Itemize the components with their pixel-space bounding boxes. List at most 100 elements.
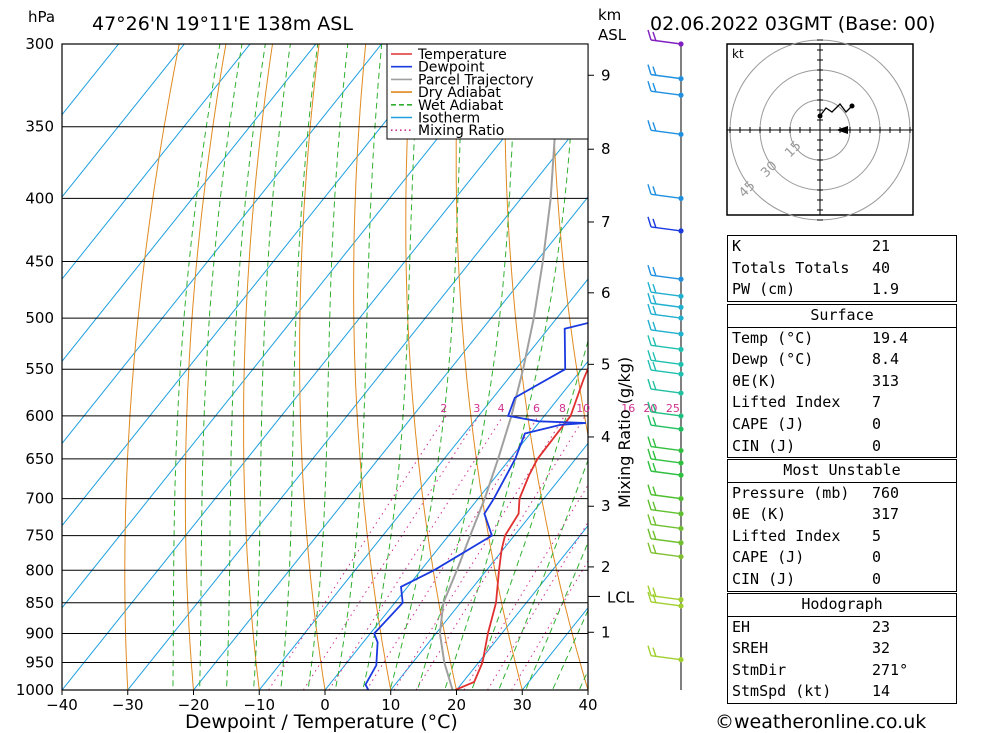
stats-value: 0 xyxy=(872,436,882,455)
wind-barb-flag xyxy=(652,380,657,391)
legend-entry-label: Dry Adiabat xyxy=(418,85,501,101)
height-tick-label: 2 xyxy=(601,558,611,576)
hodograph-trace xyxy=(819,103,853,117)
isotherm-line xyxy=(62,44,186,198)
wet-adiabat-line xyxy=(280,44,319,690)
wind-level-dot xyxy=(678,331,684,337)
height-tick-label: 5 xyxy=(601,355,611,373)
copyright-footer: ©weatheronline.co.uk xyxy=(715,711,927,733)
stats-surface-table: Surface Temp (°C) 19.4 Dewp (°C) 8.4 θE(K) 31… xyxy=(727,304,957,459)
isotherm-line xyxy=(258,278,588,690)
stats-value: 7 xyxy=(872,393,882,412)
surface-title: Surface xyxy=(810,306,874,324)
wind-barb-flag xyxy=(647,64,652,75)
mixing-ratio-label: 8 xyxy=(559,402,566,415)
legend-box xyxy=(386,43,589,140)
stats-label: StmDir xyxy=(732,660,787,679)
wind-barb-flag xyxy=(647,264,652,276)
stats-value: 8.4 xyxy=(872,350,900,369)
stats-label: Lifted Index xyxy=(732,393,841,412)
wind-level-dot xyxy=(678,554,684,560)
wind-barb-flag xyxy=(652,122,657,132)
wind-level-dot xyxy=(678,371,684,377)
legend-entry-label: Wet Adiabat xyxy=(418,98,504,114)
asl-unit: ASL xyxy=(598,26,627,44)
pressure-tick-label: 450 xyxy=(25,253,54,271)
stats-row: CAPE (J) 0 xyxy=(728,414,956,436)
mixing-ratio-labels: 2346810162025 xyxy=(440,402,679,415)
stats-row: EH 23 xyxy=(728,615,956,639)
wind-barb-flag xyxy=(652,295,657,305)
legend-entry-label: Temperature xyxy=(417,47,507,63)
hodograph-title: Hodograph xyxy=(801,595,883,613)
wind-barb-flag xyxy=(652,186,657,196)
wind-barb-flag xyxy=(647,436,652,447)
stats-hodograph-table: Hodograph EH 23 SREH 32 StmDir 271° StmSpd (kt… xyxy=(727,593,957,704)
series-line-dewpoint xyxy=(364,322,588,690)
wind-barb-flag xyxy=(652,283,657,294)
wind-profile xyxy=(647,29,684,690)
wind-level-dot xyxy=(678,657,684,663)
height-tick-label: 9 xyxy=(601,66,611,84)
wind-barb-flag xyxy=(647,591,652,603)
stats-label: StmSpd (kt) xyxy=(732,682,832,701)
wind-barb-flag xyxy=(652,501,657,511)
wind-barb-flag xyxy=(652,321,657,332)
stats-row: θE (K) 317 xyxy=(728,504,956,526)
plot-frame xyxy=(61,43,589,691)
wind-barb-flag xyxy=(647,281,652,293)
legend-entry-label: Parcel Trajectory xyxy=(418,72,534,88)
x-tick-label: 10 xyxy=(381,696,400,714)
wind-barb-flag xyxy=(647,293,652,304)
stats-label: PW (cm) xyxy=(732,280,796,299)
height-tick-label: 1 xyxy=(601,623,611,641)
dry-adiabat-line xyxy=(551,44,588,438)
stats-row: Lifted Index 7 xyxy=(728,392,956,414)
pressure-tick-label: 950 xyxy=(25,653,54,671)
stats-label: EH xyxy=(732,617,751,636)
isotherm-line xyxy=(455,524,588,690)
wind-barb-flag xyxy=(652,266,657,277)
stats-value: 5 xyxy=(872,526,882,545)
wind-barb-flag xyxy=(647,303,652,315)
wind-barb-flag xyxy=(652,486,657,496)
wind-level-dot xyxy=(678,315,684,321)
wind-barb-flag xyxy=(652,82,657,93)
wind-barb-flag xyxy=(652,530,657,540)
wind-level-dot xyxy=(678,228,684,234)
pressure-tick-label: 400 xyxy=(25,189,54,207)
wind-level-dot xyxy=(678,413,684,419)
mixing-ratio-label: 25 xyxy=(666,402,680,415)
wind-level-dot xyxy=(678,195,684,201)
stats-label: K xyxy=(732,237,742,255)
stats-label: Temp (°C) xyxy=(732,328,814,347)
wet-adiabat-line xyxy=(199,44,243,690)
wind-barb-flag xyxy=(652,647,657,657)
wind-barb-flag xyxy=(647,514,652,525)
isotherm-line xyxy=(0,0,131,716)
wind-barb-flag xyxy=(652,337,657,347)
wind-barb-flag xyxy=(652,361,657,372)
mixing-ratio-axis-label: Mixing Ratio (g/kg) xyxy=(615,357,634,508)
stats-label: Totals Totals xyxy=(732,258,850,277)
wind-barb-flag xyxy=(652,462,657,473)
km-unit: km xyxy=(598,6,621,24)
mixing-ratio-label: 3 xyxy=(473,402,480,415)
mixing-ratio-line xyxy=(302,415,480,690)
wet-adiabat-line xyxy=(416,44,518,690)
x-axis-label: Dewpoint / Temperature (°C) xyxy=(185,711,458,733)
wind-level-dot xyxy=(678,540,684,546)
isotherm-line xyxy=(390,442,588,690)
dry-adiabat-line xyxy=(996,0,1000,716)
legend-entry-label: Mixing Ratio xyxy=(418,123,504,139)
stats-row: StmDir 271° xyxy=(728,660,956,682)
pressure-tick-label: 700 xyxy=(25,490,54,508)
wind-level-dot xyxy=(678,41,684,47)
stats-label: Pressure (mb) xyxy=(732,483,850,502)
wind-barb-flag xyxy=(647,29,652,41)
mixing-ratio-label: 4 xyxy=(498,402,505,415)
wind-barb-flag xyxy=(647,319,652,331)
dry-adiabat-line xyxy=(952,0,1000,716)
